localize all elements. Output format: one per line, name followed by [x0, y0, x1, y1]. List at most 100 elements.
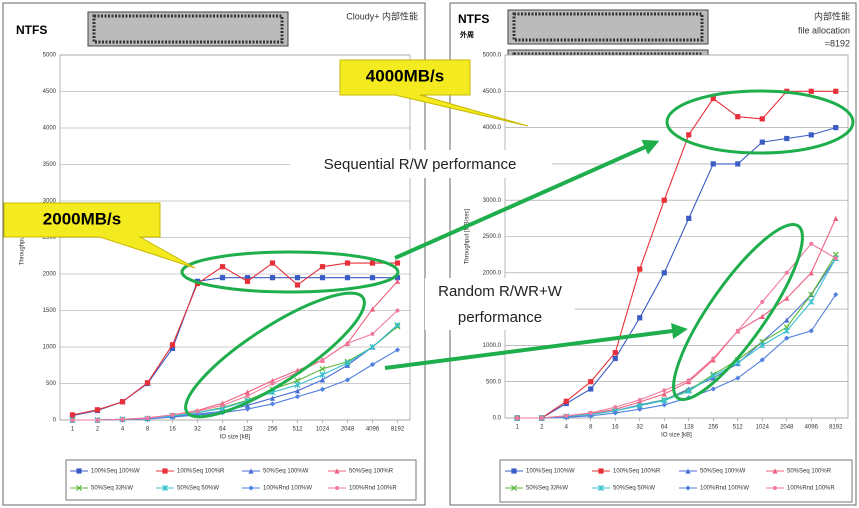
marker [613, 356, 618, 361]
marker [589, 411, 593, 415]
chart-title: NTFS [458, 12, 489, 26]
y-tick-label: 2000 [43, 272, 57, 278]
chart-subtitle: Cloudy+ 内部性能 [346, 10, 418, 21]
chart-subtitle: 外周 [460, 30, 474, 39]
marker [395, 260, 400, 265]
legend-label: 50%Seq 50%W [177, 486, 219, 492]
x-tick-label: 4096 [366, 427, 380, 433]
legend-marker [335, 486, 339, 490]
marker [246, 394, 250, 398]
x-tick-label: 16 [169, 427, 176, 433]
note: =8192 [825, 38, 850, 48]
page: NTFS Cloudy+ 内部性能 NTFS 外周 内部性能 file allo… [0, 0, 859, 508]
marker [396, 309, 400, 313]
marker [735, 114, 740, 119]
y-axis-label: Throughput [MB/sec] [465, 208, 471, 264]
y-tick-label: 1500 [43, 308, 57, 314]
marker [295, 275, 300, 280]
note: 内部性能 [814, 10, 850, 21]
marker [662, 388, 666, 392]
marker [834, 256, 838, 260]
marker [760, 116, 765, 121]
callout-text: 4000MB/s [366, 66, 444, 85]
annotation: Random R/WR+W [438, 283, 563, 300]
y-tick-label: 4000.0 [483, 125, 502, 131]
marker [295, 282, 300, 287]
marker [588, 386, 593, 391]
legend-label: 50%Seq 33%W [91, 486, 133, 492]
x-tick-label: 64 [661, 425, 668, 431]
marker [540, 416, 544, 420]
y-tick-label: 5000.0 [483, 53, 502, 59]
annotation: Sequential R/W performance [324, 156, 517, 173]
annotation: performance [458, 309, 542, 326]
legend-label: 50%Seq 100%W [700, 469, 746, 475]
marker [637, 315, 642, 320]
marker [345, 275, 350, 280]
marker [270, 260, 275, 265]
x-tick-label: 256 [267, 427, 278, 433]
marker [370, 275, 375, 280]
marker [320, 275, 325, 280]
marker [613, 405, 617, 409]
marker [271, 382, 275, 386]
y-tick-label: 2000.0 [483, 270, 502, 276]
x-tick-label: 256 [708, 425, 719, 431]
marker [687, 378, 691, 382]
marker [70, 412, 75, 417]
marker [270, 275, 275, 280]
y-tick-label: 3500 [43, 162, 57, 168]
legend-label: 100%Seq 100%W [526, 469, 575, 475]
y-tick-label: 5000 [43, 53, 57, 59]
marker [321, 358, 325, 362]
x-tick-label: 32 [194, 427, 201, 433]
server-image [88, 12, 288, 46]
y-tick-label: 2500.0 [483, 234, 502, 240]
marker [220, 264, 225, 269]
marker [515, 416, 519, 420]
marker [784, 136, 789, 141]
marker [370, 260, 375, 265]
legend-label: 50%Seq 100%R [787, 469, 832, 475]
marker [120, 399, 125, 404]
x-tick-label: 8192 [391, 427, 405, 433]
x-tick-label: 128 [242, 427, 253, 433]
marker [196, 409, 200, 413]
x-tick-label: 128 [684, 425, 695, 431]
marker [221, 403, 225, 407]
x-axis-label: IO size [kB] [661, 433, 692, 439]
legend-marker [511, 468, 516, 473]
marker [71, 418, 75, 422]
y-tick-label: 500 [46, 381, 57, 387]
legend-label: 50%Seq 50%W [613, 486, 655, 492]
marker [220, 275, 225, 280]
x-tick-label: 512 [292, 427, 303, 433]
marker [711, 356, 715, 360]
y-tick-label: 500.0 [486, 379, 502, 385]
x-tick-label: 512 [733, 425, 744, 431]
marker [170, 342, 175, 347]
legend-label: 50%Seq 100%W [263, 469, 309, 475]
legend-label: 50%Seq 100%R [349, 469, 394, 475]
legend-label: 100%Rnd 100%R [349, 486, 397, 492]
marker [686, 216, 691, 221]
x-tick-label: 16 [612, 425, 619, 431]
legend-label: 100%Rnd 100%W [700, 486, 749, 492]
y-tick-label: 4500.0 [483, 89, 502, 95]
callout-text: 2000MB/s [43, 209, 121, 228]
legend-label: 100%Seq 100%R [177, 469, 225, 475]
legend-marker [598, 468, 603, 473]
marker [371, 332, 375, 336]
note: file allocation [798, 25, 850, 35]
marker [760, 140, 765, 145]
marker [809, 242, 813, 246]
y-tick-label: 1000.0 [483, 343, 502, 349]
marker [735, 161, 740, 166]
marker [320, 264, 325, 269]
marker [638, 398, 642, 402]
marker [637, 267, 642, 272]
x-tick-label: 2048 [780, 425, 794, 431]
marker [833, 125, 838, 130]
x-tick-label: 1024 [316, 427, 330, 433]
y-tick-label: 3000.0 [483, 198, 502, 204]
